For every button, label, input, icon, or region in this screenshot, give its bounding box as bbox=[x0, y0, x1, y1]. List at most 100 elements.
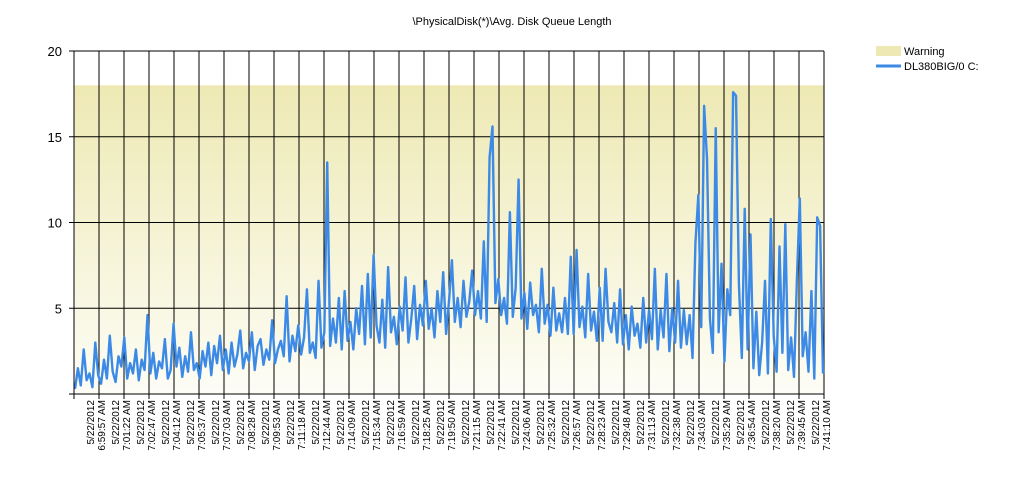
x-tick-label: 5/22/2012 7:01:22 AM bbox=[111, 400, 133, 451]
x-tick-time: 7:38:20 AM bbox=[772, 400, 783, 451]
series-line bbox=[73, 90, 825, 390]
y-axis-tick-labels: 5 10 15 20 bbox=[48, 44, 62, 316]
x-tick-date: 5/22/2012 bbox=[111, 400, 122, 445]
x-tick-time: 7:39:45 AM bbox=[797, 400, 808, 451]
x-tick-time: 7:26:57 AM bbox=[572, 400, 583, 451]
x-tick-time: 7:12:44 AM bbox=[322, 400, 333, 451]
x-tick-date: 5/22/2012 bbox=[811, 400, 822, 445]
x-tick-label: 5/22/2012 7:35:29 AM bbox=[711, 400, 733, 451]
x-tick-time: 7:24:06 AM bbox=[522, 400, 533, 451]
x-axis-tick-labels: 5/22/2012 6:59:57 AM 5/22/2012 7:01:22 AM 5/… bbox=[86, 400, 833, 451]
x-tick-date: 5/22/2012 bbox=[761, 400, 772, 445]
x-tick-time: 7:21:15 AM bbox=[472, 400, 483, 451]
legend-label-warning: Warning bbox=[904, 46, 945, 58]
x-tick-label: 5/22/2012 7:38:20 AM bbox=[761, 400, 783, 451]
x-tick-time: 7:07:03 AM bbox=[222, 400, 233, 451]
x-tick-label: 5/22/2012 7:15:34 AM bbox=[361, 400, 383, 451]
x-tick-date: 5/22/2012 bbox=[311, 400, 322, 445]
legend-swatch-warning bbox=[876, 46, 901, 56]
x-tick-label: 5/22/2012 7:05:37 AM bbox=[186, 400, 208, 451]
chart-title: \PhysicalDisk(*)\Avg. Disk Queue Length bbox=[412, 16, 611, 28]
x-tick-label: 5/22/2012 7:34:03 AM bbox=[686, 400, 708, 451]
legend-label-series: DL380BIG/0 C: bbox=[904, 61, 979, 73]
x-tick-date: 5/22/2012 bbox=[136, 400, 147, 445]
x-tick-date: 5/22/2012 bbox=[286, 400, 297, 445]
x-tick-date: 5/22/2012 bbox=[611, 400, 622, 445]
x-tick-label: 5/22/2012 6:59:57 AM bbox=[86, 400, 108, 451]
x-tick-date: 5/22/2012 bbox=[786, 400, 797, 445]
x-tick-date: 5/22/2012 bbox=[661, 400, 672, 445]
series-layer bbox=[73, 90, 825, 390]
x-tick-time: 7:22:41 AM bbox=[497, 400, 508, 451]
x-tick-label: 5/22/2012 7:12:44 AM bbox=[311, 400, 333, 451]
x-tick-time: 7:15:34 AM bbox=[372, 400, 383, 451]
x-tick-label: 5/22/2012 7:25:32 AM bbox=[536, 400, 558, 451]
y-tick-label: 5 bbox=[55, 301, 62, 316]
x-tick-time: 7:29:48 AM bbox=[622, 400, 633, 451]
x-tick-label: 5/22/2012 7:26:57 AM bbox=[561, 400, 583, 451]
x-tick-time: 7:25:32 AM bbox=[547, 400, 558, 451]
x-tick-label: 5/22/2012 7:29:48 AM bbox=[611, 400, 633, 451]
x-tick-date: 5/22/2012 bbox=[336, 400, 347, 445]
x-tick-label: 5/22/2012 7:19:50 AM bbox=[436, 400, 458, 451]
x-tick-date: 5/22/2012 bbox=[411, 400, 422, 445]
x-tick-date: 5/22/2012 bbox=[261, 400, 272, 445]
x-tick-label: 5/22/2012 7:18:25 AM bbox=[411, 400, 433, 451]
x-tick-label: 5/22/2012 7:21:15 AM bbox=[461, 400, 483, 451]
x-tick-time: 7:16:59 AM bbox=[397, 400, 408, 451]
x-tick-label: 5/22/2012 7:02:47 AM bbox=[136, 400, 158, 451]
x-tick-time: 7:36:54 AM bbox=[747, 400, 758, 451]
x-tick-time: 7:35:29 AM bbox=[722, 400, 733, 451]
x-tick-date: 5/22/2012 bbox=[186, 400, 197, 445]
legend: Warning DL380BIG/0 C: bbox=[876, 46, 979, 73]
y-tick-label: 15 bbox=[48, 130, 62, 145]
x-tick-time: 7:32:38 AM bbox=[672, 400, 683, 451]
x-tick-label: 5/22/2012 7:08:28 AM bbox=[236, 400, 258, 451]
x-tick-label: 5/22/2012 7:22:41 AM bbox=[486, 400, 508, 451]
x-tick-time: 6:59:57 AM bbox=[97, 400, 108, 451]
x-tick-time: 7:28:23 AM bbox=[597, 400, 608, 451]
x-tick-time: 7:05:37 AM bbox=[197, 400, 208, 451]
x-tick-date: 5/22/2012 bbox=[211, 400, 222, 445]
x-tick-label: 5/22/2012 7:11:18 AM bbox=[286, 400, 308, 450]
x-tick-label: 5/22/2012 7:39:45 AM bbox=[786, 400, 808, 451]
y-tick-label: 20 bbox=[48, 44, 62, 59]
x-tick-label: 5/22/2012 7:36:54 AM bbox=[736, 400, 758, 451]
x-tick-label: 5/22/2012 7:16:59 AM bbox=[386, 400, 408, 451]
x-tick-label: 5/22/2012 7:07:03 AM bbox=[211, 400, 233, 451]
x-tick-date: 5/22/2012 bbox=[161, 400, 172, 445]
x-tick-date: 5/22/2012 bbox=[86, 400, 97, 445]
x-tick-label: 5/22/2012 7:14:09 AM bbox=[336, 400, 358, 451]
x-tick-date: 5/22/2012 bbox=[386, 400, 397, 445]
x-tick-time: 7:34:03 AM bbox=[697, 400, 708, 451]
x-tick-label: 5/22/2012 7:32:38 AM bbox=[661, 400, 683, 451]
x-tick-time: 7:41:10 AM bbox=[822, 400, 833, 451]
x-tick-time: 7:08:28 AM bbox=[247, 400, 258, 451]
x-tick-label: 5/22/2012 7:28:23 AM bbox=[586, 400, 608, 451]
x-tick-date: 5/22/2012 bbox=[436, 400, 447, 445]
x-tick-date: 5/22/2012 bbox=[636, 400, 647, 445]
x-tick-label: 5/22/2012 7:24:06 AM bbox=[511, 400, 533, 451]
x-tick-date: 5/22/2012 bbox=[361, 400, 372, 445]
x-tick-time: 7:18:25 AM bbox=[422, 400, 433, 451]
x-tick-time: 7:19:50 AM bbox=[447, 400, 458, 451]
axes bbox=[69, 50, 825, 399]
x-tick-date: 5/22/2012 bbox=[536, 400, 547, 445]
x-tick-date: 5/22/2012 bbox=[686, 400, 697, 445]
x-tick-time: 7:01:22 AM bbox=[122, 400, 133, 451]
x-tick-date: 5/22/2012 bbox=[236, 400, 247, 445]
x-tick-time: 7:09:53 AM bbox=[272, 400, 283, 451]
x-tick-time: 7:31:13 AM bbox=[647, 400, 658, 451]
x-tick-time: 7:14:09 AM bbox=[347, 400, 358, 451]
x-tick-date: 5/22/2012 bbox=[711, 400, 722, 445]
x-tick-label: 5/22/2012 7:41:10 AM bbox=[811, 400, 833, 451]
x-tick-label: 5/22/2012 7:04:12 AM bbox=[161, 400, 183, 451]
x-tick-time: 7:11:18 AM bbox=[297, 400, 308, 450]
x-tick-time: 7:04:12 AM bbox=[172, 400, 183, 451]
x-tick-date: 5/22/2012 bbox=[511, 400, 522, 445]
x-tick-date: 5/22/2012 bbox=[486, 400, 497, 445]
x-tick-label: 5/22/2012 7:09:53 AM bbox=[261, 400, 283, 451]
x-tick-date: 5/22/2012 bbox=[461, 400, 472, 445]
